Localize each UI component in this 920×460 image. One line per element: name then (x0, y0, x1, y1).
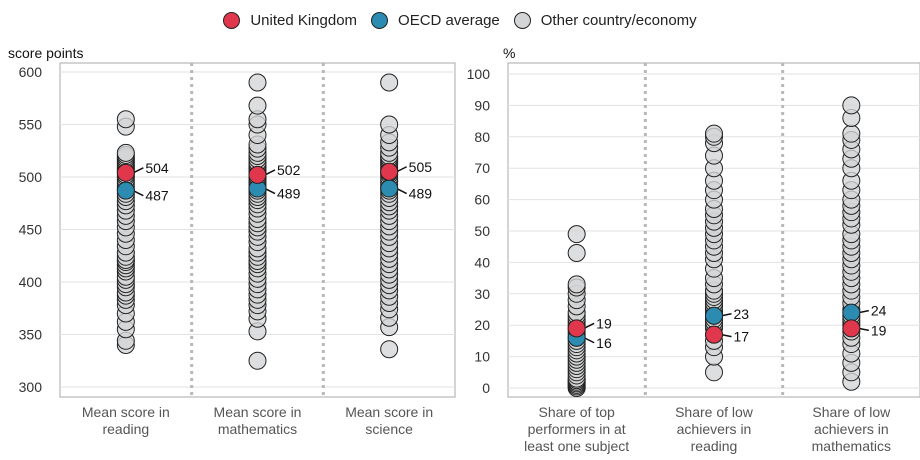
legend-item-other-country: Other country/economy (513, 11, 697, 29)
y-tick-label: 60 (474, 192, 490, 208)
point-oecd-average (116, 181, 135, 200)
category-label: Mean score in (345, 404, 433, 420)
point-other-country (842, 96, 861, 115)
point-other-country (116, 143, 135, 162)
value-label-uk: 504 (145, 160, 169, 176)
point-other-country (248, 351, 267, 370)
y-tick-label: 100 (467, 66, 491, 82)
point-other-country (248, 73, 267, 92)
leader-line-oecd (396, 187, 408, 195)
category-label: mathematics (218, 421, 297, 437)
point-other-country (567, 243, 586, 262)
point-united-kingdom (567, 319, 586, 338)
point-united-kingdom (248, 165, 267, 184)
y-tick-label: 400 (19, 274, 43, 290)
category-label: reading (102, 421, 149, 437)
point-other-country (567, 275, 586, 294)
point-other-country (705, 124, 723, 143)
category-label: achievers in (677, 421, 752, 437)
y-tick-label: 10 (474, 349, 490, 365)
point-other-country (842, 124, 861, 143)
category-label: achievers in (814, 421, 889, 437)
value-label-uk: 502 (277, 162, 301, 178)
value-label-oecd: 16 (596, 335, 612, 351)
category-label: Share of low (675, 404, 754, 420)
y-tick-label: 550 (19, 117, 43, 133)
legend-swatch-united-kingdom (223, 11, 241, 29)
point-other-country (567, 225, 586, 244)
legend-item-oecd-average: OECD average (371, 11, 500, 29)
legend-label-other-country: Other country/economy (540, 11, 697, 29)
legend-swatch-oecd-average (371, 11, 389, 29)
leader-line-uk (583, 322, 595, 330)
y-tick-label: 450 (19, 222, 43, 238)
y-tick-label: 90 (474, 97, 490, 113)
y-tick-label: 50 (474, 223, 490, 239)
value-label-oecd: 489 (277, 186, 301, 202)
leader-line-uk (264, 169, 276, 176)
value-label-uk: 17 (734, 329, 750, 345)
y-tick-label: 350 (19, 327, 43, 343)
category-label: Share of top (539, 404, 615, 420)
leader-line-uk (132, 167, 144, 174)
plot-frame (507, 62, 920, 398)
leader-line-oecd (264, 187, 276, 195)
y-axis-unit: % (503, 45, 515, 61)
legend: United Kingdom OECD average Other countr… (0, 6, 920, 34)
point-united-kingdom (116, 163, 135, 182)
value-label-oecd: 489 (409, 186, 433, 202)
y-tick-label: 500 (19, 169, 43, 185)
leader-line-uk (396, 166, 408, 173)
point-united-kingdom (842, 319, 861, 338)
point-oecd-average (705, 306, 723, 325)
category-label: least one subject (524, 438, 629, 454)
y-tick-label: 300 (19, 379, 43, 395)
value-label-oecd: 24 (871, 303, 887, 319)
category-label: Share of low (812, 404, 891, 420)
y-tick-label: 600 (19, 64, 43, 80)
point-other-country (380, 115, 399, 134)
leader-line-oecd (858, 309, 869, 314)
y-tick-label: 40 (474, 254, 490, 270)
point-other-country (705, 363, 723, 382)
leader-line-oecd (132, 189, 144, 197)
category-label: reading (691, 438, 738, 454)
chart-panel-2: 0 10 20 30 40 50 60 70 80 90 100% 19 16 Share of topp… (467, 45, 920, 454)
point-other-country (248, 96, 267, 115)
leader-line-oecd (721, 313, 732, 317)
point-united-kingdom (705, 325, 723, 344)
category-label: science (365, 421, 413, 437)
leader-line-uk (721, 333, 732, 338)
y-tick-label: 80 (474, 129, 490, 145)
point-other-country (380, 73, 399, 92)
category-label: performers in at (528, 421, 626, 437)
value-label-uk: 19 (596, 315, 612, 331)
value-label-uk: 505 (409, 159, 433, 175)
point-oecd-average (380, 179, 399, 198)
y-tick-label: 20 (474, 317, 490, 333)
point-other-country (380, 340, 399, 359)
y-tick-label: 0 (482, 380, 490, 396)
legend-item-united-kingdom: United Kingdom (223, 11, 358, 29)
y-axis-unit: score points (8, 45, 83, 61)
category-label: Mean score in (82, 404, 170, 420)
legend-label-united-kingdom: United Kingdom (250, 11, 358, 29)
category-label: mathematics (812, 438, 891, 454)
value-label-oecd: 487 (145, 188, 169, 204)
value-label-oecd: 23 (734, 306, 750, 322)
chart-panel-1: 300 350 400 450 500 550 600 score points 504 487 M… (8, 45, 456, 437)
point-oecd-average (842, 303, 861, 322)
category-label: Mean score in (214, 404, 302, 420)
point-other-country (116, 110, 135, 129)
legend-label-oecd-average: OECD average (398, 11, 500, 29)
value-label-uk: 19 (871, 322, 887, 338)
point-united-kingdom (380, 162, 399, 181)
leader-line-oecd (583, 337, 595, 344)
y-tick-label: 70 (474, 160, 490, 176)
legend-swatch-other-country (513, 11, 531, 29)
y-tick-label: 30 (474, 286, 490, 302)
leader-line-uk (858, 327, 869, 332)
